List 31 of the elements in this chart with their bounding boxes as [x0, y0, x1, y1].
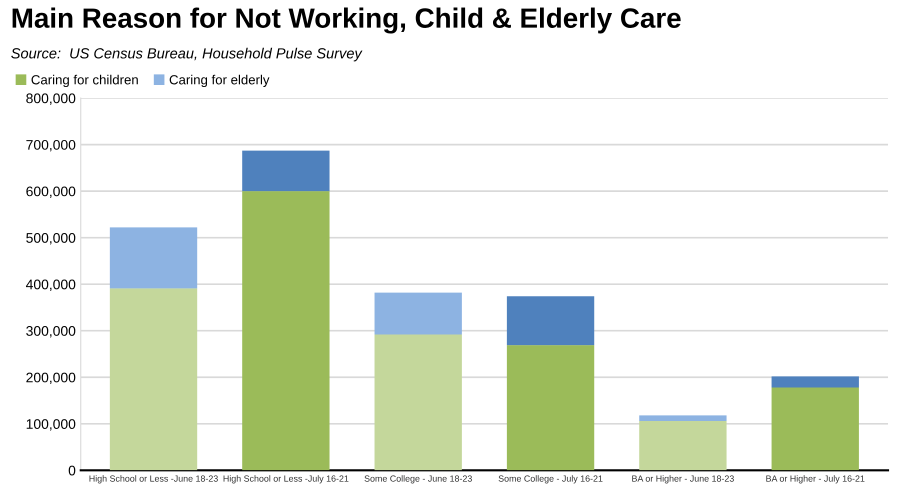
bar — [506, 296, 594, 346]
bar — [772, 376, 859, 388]
y-tick-label: 100,000 — [26, 419, 76, 431]
x-tick-label: High School or Less -June 18-23 — [90, 475, 218, 484]
x-tick-label: BA or Higher - June 18-23 — [632, 475, 734, 484]
bar — [374, 292, 462, 334]
y-tick-label: 400,000 — [26, 280, 76, 292]
y-tick-label: 500,000 — [26, 233, 76, 244]
bar — [374, 334, 462, 470]
legend-label: Caring for elderly — [170, 74, 270, 88]
y-tick-label: 700,000 — [26, 140, 76, 152]
bar — [639, 420, 727, 470]
y-tick-label: 0 — [68, 466, 76, 476]
legend-label: Caring for children — [32, 74, 138, 88]
bar — [772, 387, 859, 470]
bar — [506, 345, 594, 470]
x-tick-label: BA or Higher - July 16-21 — [766, 475, 864, 484]
bar — [242, 150, 330, 192]
y-tick-label: 600,000 — [26, 186, 76, 198]
bar — [242, 191, 330, 470]
bar — [110, 288, 198, 470]
y-tick-label: 200,000 — [26, 372, 76, 384]
x-tick-label: Some College - July 16-21 — [498, 475, 602, 484]
x-tick-label: Some College - June 18-23 — [364, 475, 472, 484]
x-tick-label: High School or Less -July 16-21 — [224, 475, 348, 484]
bar — [639, 415, 727, 421]
y-tick-label: 800,000 — [26, 93, 76, 105]
y-tick-label: 300,000 — [26, 326, 76, 338]
chart-subtitle: Source: US Census Bureau, Household Pulse Survey — [11, 48, 362, 62]
chart-title: Main Reason for Not Working, Child & Elderly Care — [12, 8, 681, 34]
bar — [110, 227, 198, 288]
